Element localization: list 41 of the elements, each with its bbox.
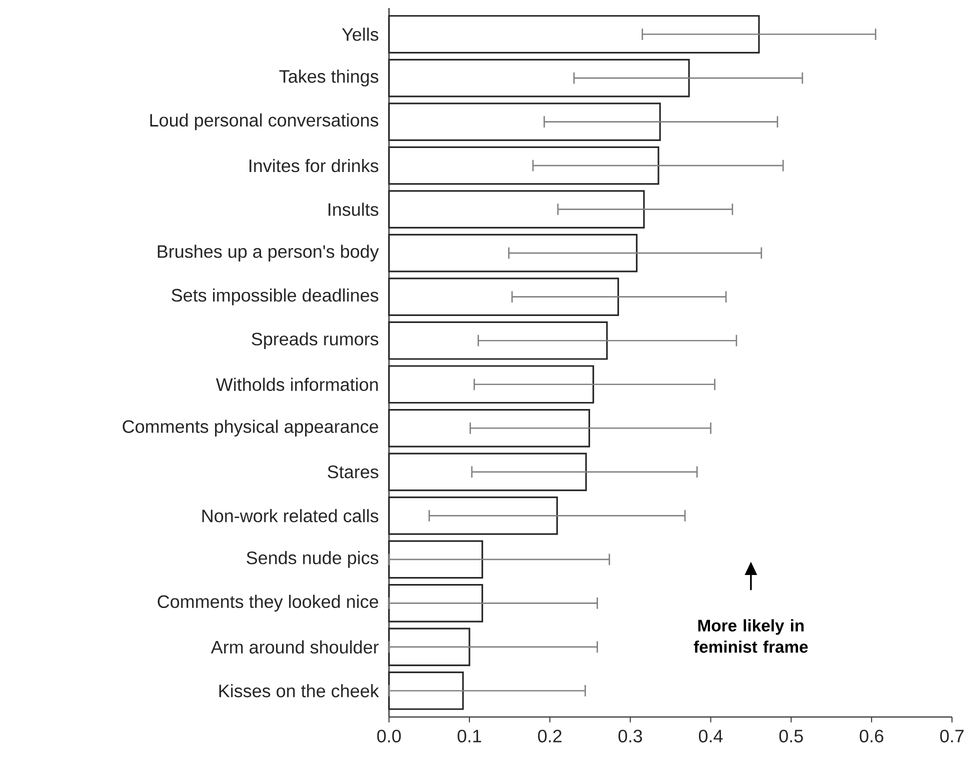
y-tick-label: Stares [328,466,378,478]
bar [388,321,608,360]
y-tick-label: Sends nude pics [246,551,378,568]
bar [388,452,587,492]
y-tick-label: Comments they looked nice [158,594,378,612]
bar [388,234,638,272]
y-tick-label: Comments physical appearance [122,420,378,437]
y-tick-label: Spreads rumors [252,332,378,350]
bar [388,102,661,141]
x-tick-label: 0.7 [940,730,964,742]
bar [388,58,690,98]
y-tick-label: Brushes up a person's body [158,244,379,262]
y-tick-label: Non-work related calls [202,509,378,522]
y-tick-label: Witholds information [216,378,378,391]
y-tick-label: Sets impossible deadlines [172,288,378,306]
bar [388,672,464,710]
x-tick-label: 0.1 [458,730,482,742]
bar [388,496,558,535]
bar [388,540,484,579]
annotation: More likely in feminist frame [694,619,808,653]
bar [388,628,470,666]
y-tick-label: Takes things [279,70,378,86]
y-tick-label: Invites for drinks [250,158,378,172]
y-tick-label: Kisses on the cheek [219,684,379,698]
bar [388,408,590,448]
x-tick-label: 0.3 [618,730,642,742]
bar [388,146,660,185]
bar [388,190,645,228]
x-tick-label: 0.4 [698,730,723,742]
bar [388,365,594,404]
x-tick-label: 0.0 [377,730,401,742]
y-tick-label: Insults [328,202,378,216]
y-tick-label: Yells [342,28,378,41]
bar [388,584,484,622]
bar [388,15,760,54]
y-tick-label: Arm around shoulder [210,640,379,654]
x-tick-label: 0.6 [860,730,884,742]
bar [388,278,620,316]
x-tick-label: 0.5 [779,730,803,742]
y-tick-label: Loud personal conversations [150,113,378,130]
x-tick-label: 0.2 [538,730,562,742]
